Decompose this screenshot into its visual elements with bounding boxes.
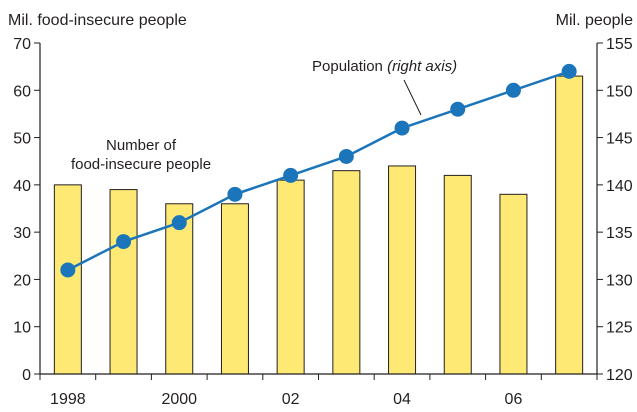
x-axis-tick-label: 06 xyxy=(505,391,523,408)
right-axis-tick-label: 150 xyxy=(606,83,633,100)
left-axis-tick-label: 20 xyxy=(13,272,31,289)
population-label-axis-note: (right axis) xyxy=(387,58,457,75)
right-axis-tick-label: 135 xyxy=(606,225,633,242)
axes: 0 10 20 30 40 50 60 70 120 125 130 135 140 145 150 155 1… xyxy=(13,36,633,408)
right-axis-tick-label: 125 xyxy=(606,320,633,337)
bar xyxy=(499,193,528,375)
right-axis-tick-label: 155 xyxy=(606,36,633,53)
bar-series-label-line-2: food-insecure people xyxy=(71,156,211,173)
population-point xyxy=(561,63,577,79)
left-axis-tick-label: 40 xyxy=(13,178,31,195)
bar xyxy=(332,170,361,375)
right-axis-tick-label: 130 xyxy=(606,272,633,289)
bar-series-label: Number of food-insecure people xyxy=(71,137,211,173)
population-label: Population (right axis) xyxy=(312,58,457,75)
x-axis-tick-label: 1998 xyxy=(50,391,86,408)
population-label-leader xyxy=(403,79,422,116)
population-point xyxy=(283,167,299,183)
bar-series-label-line-1: Number of xyxy=(106,137,177,154)
bar-series xyxy=(53,75,584,375)
right-axis-tick-label: 140 xyxy=(606,178,633,195)
left-axis-tick-label: 60 xyxy=(13,83,31,100)
bar xyxy=(276,179,305,375)
left-axis-title: Mil. food-insecure people xyxy=(8,12,187,29)
bar xyxy=(220,203,249,375)
population-point xyxy=(450,101,466,117)
left-axis-tick-label: 50 xyxy=(13,131,31,148)
right-axis-tick-label: 145 xyxy=(606,131,633,148)
population-point xyxy=(116,234,132,250)
population-label-name: Population xyxy=(312,58,383,75)
x-axis-tick-label: 2000 xyxy=(161,391,197,408)
x-axis-tick-label: 04 xyxy=(393,391,411,408)
x-axis-tick-label: 02 xyxy=(282,391,300,408)
left-axis-tick-label: 70 xyxy=(13,36,31,53)
population-point xyxy=(60,262,76,278)
bar xyxy=(109,189,138,375)
population-line xyxy=(67,70,570,272)
population-series xyxy=(60,63,577,278)
bar xyxy=(165,203,194,375)
bar xyxy=(555,75,584,375)
bar xyxy=(443,174,472,375)
right-axis-title: Mil. people xyxy=(556,12,633,29)
left-axis-tick-label: 10 xyxy=(13,320,31,337)
population-point xyxy=(394,120,410,136)
bar xyxy=(388,165,417,375)
population-point xyxy=(227,186,243,202)
population-point xyxy=(505,82,521,98)
left-axis-tick-label: 30 xyxy=(13,225,31,242)
left-axis-tick-label: 0 xyxy=(22,367,31,384)
population-point xyxy=(171,215,187,231)
population-point xyxy=(338,148,354,164)
bar xyxy=(53,184,82,375)
right-axis-tick-label: 120 xyxy=(606,367,633,384)
